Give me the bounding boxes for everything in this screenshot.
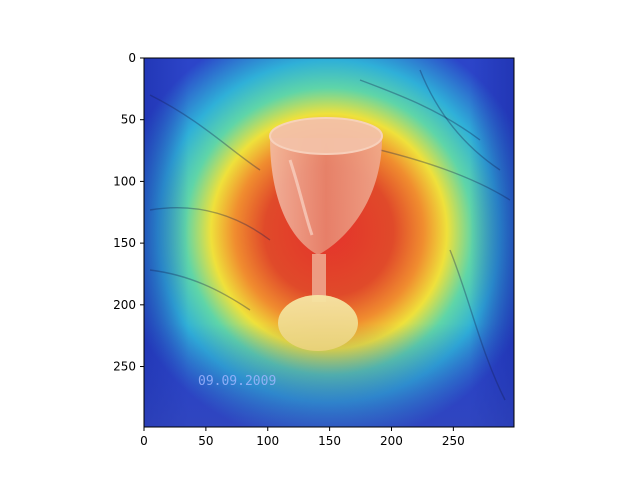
- y-tick-label: 200: [113, 298, 136, 312]
- x-tick-label: 0: [140, 434, 148, 448]
- axes-frame: [143, 57, 515, 428]
- heatmap-image: 09.09.2009: [144, 58, 514, 427]
- y-tick-label: 250: [113, 360, 136, 374]
- fabric-folds: [149, 69, 511, 401]
- x-axis: 0 50 100 150 200 250: [140, 427, 465, 448]
- y-axis: 0 50 100 150 200 250: [113, 51, 144, 374]
- y-tick-label: 0: [128, 51, 136, 65]
- x-tick-label: 200: [380, 434, 403, 448]
- date-stamp: 09.09.2009: [198, 374, 276, 389]
- x-tick-label: 50: [198, 434, 213, 448]
- goblet: [269, 117, 383, 351]
- x-tick-label: 150: [318, 434, 341, 448]
- y-tick-label: 150: [113, 236, 136, 250]
- y-tick-label: 100: [113, 174, 136, 188]
- y-tick-label: 50: [121, 113, 136, 127]
- x-tick-label: 100: [256, 434, 279, 448]
- x-tick-label: 250: [442, 434, 465, 448]
